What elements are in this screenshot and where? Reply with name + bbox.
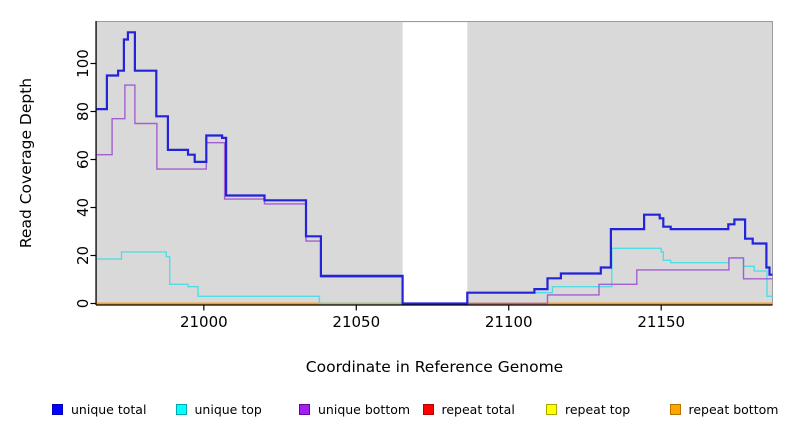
y-axis-title: Read Coverage Depth [17,78,35,248]
x-tick-label: 21000 [180,313,228,331]
legend-swatch-repeat-total [422,403,434,415]
y-tick-label: 40 [74,198,92,217]
y-tick-label: 20 [74,246,92,265]
coverage-gap-band [402,22,468,305]
y-tick-label: 100 [74,49,92,78]
legend-swatch-repeat-bottom [669,403,681,415]
y-tick-label: 80 [74,102,92,121]
legend-item-repeat-total: repeat total [422,401,547,417]
y-tick-label: 60 [74,150,92,169]
legend-item-repeat-bottom: repeat bottom [669,401,792,417]
legend-label: unique bottom [318,401,411,417]
legend-swatch-unique-total [52,403,63,415]
legend-label: unique total [71,401,147,417]
x-axis-title: Coordinate in Reference Genome [306,358,563,376]
chart-legend: unique total unique top unique bottom repea… [0,396,792,422]
legend-item-unique-bottom: unique bottom [299,402,423,417]
x-tick-label: 21150 [637,313,685,331]
legend-label: repeat total [441,401,515,417]
series-unique-total [96,31,773,305]
legend-label: repeat top [565,401,631,417]
y-tick-label: 0 [74,299,92,309]
legend-swatch-unique-top [175,403,187,415]
x-tick-label: 21050 [332,313,380,331]
legend-swatch-unique-bottom [299,403,310,415]
legend-item-unique-top: unique top [175,401,300,417]
legend-item-unique-total: unique total [52,402,176,417]
legend-swatch-repeat-top [546,403,557,415]
legend-label: unique top [194,401,262,417]
coverage-plot: 0 20 40 60 80 100 21000 21050 21100 21150 Coordin… [17,21,773,376]
legend-item-repeat-top: repeat top [546,402,670,417]
legend-label: repeat bottom [688,401,779,417]
x-tick-label: 21100 [485,313,533,331]
